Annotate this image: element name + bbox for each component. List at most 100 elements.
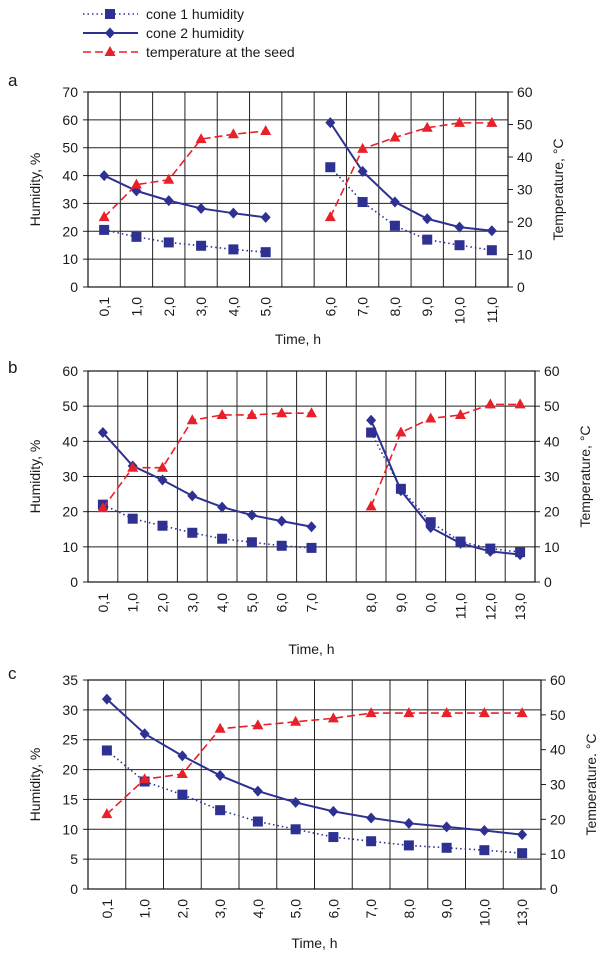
data-point-diamond xyxy=(260,211,271,223)
data-point-triangle xyxy=(455,408,466,419)
x-axis-tick-label: 8,0 xyxy=(363,593,379,613)
right-axis-tick-label: 50 xyxy=(517,117,533,133)
x-axis-tick-label: 3,0 xyxy=(193,297,209,317)
x-axis-tick-label: 13,0 xyxy=(514,899,530,926)
right-axis-tick-label: 30 xyxy=(517,182,533,198)
x-axis-tick-label: 13,0 xyxy=(512,593,528,620)
left-axis-tick-label: 50 xyxy=(62,140,78,156)
series-line xyxy=(102,503,312,549)
data-point-diamond xyxy=(101,693,112,705)
right-axis-title: Temperature, °C xyxy=(550,138,566,240)
right-axis-tick-label: 0 xyxy=(544,574,552,590)
data-point-triangle xyxy=(97,502,109,513)
right-axis-title: Temperature, °C xyxy=(577,425,593,527)
data-point-square xyxy=(157,520,168,531)
series-temperature-at-the-seed xyxy=(97,398,526,513)
right-axis-tick-label: 20 xyxy=(550,811,566,827)
x-axis-tick-label: 11,0 xyxy=(484,297,500,323)
data-point-triangle xyxy=(441,707,453,718)
data-point-square xyxy=(357,197,368,208)
legend-label: cone 1 humidity xyxy=(146,6,244,22)
data-point-triangle xyxy=(395,426,407,437)
x-axis-tick-label: 11,0 xyxy=(453,593,469,619)
left-axis-tick-label: 20 xyxy=(62,762,78,778)
data-point-triangle xyxy=(157,461,168,472)
data-point-square xyxy=(517,848,528,859)
x-axis-tick-label: 5,0 xyxy=(258,297,274,317)
data-point-triangle xyxy=(365,500,377,511)
left-axis-tick-label: 20 xyxy=(62,223,78,239)
data-point-square xyxy=(217,533,228,544)
legend-diamond-marker xyxy=(105,27,115,39)
left-axis-title: Humidity, % xyxy=(27,440,43,514)
data-point-diamond xyxy=(455,537,466,549)
series-temperature-at-the-seed xyxy=(101,707,528,819)
legend-item: temperature at the seed xyxy=(83,44,295,60)
data-point-square xyxy=(366,427,377,438)
series-line xyxy=(106,712,523,815)
data-point-triangle xyxy=(252,719,264,730)
x-axis-tick-label: 8,0 xyxy=(401,899,417,919)
right-axis-title: Temperature, °C xyxy=(583,733,596,835)
data-point-square xyxy=(479,845,490,856)
plot-frame xyxy=(87,679,542,890)
legend: cone 1 humidity cone 2 humidity temperatur… xyxy=(83,6,295,60)
x-axis-tick-label: 0,1 xyxy=(99,899,115,919)
data-point-triangle xyxy=(101,808,113,819)
right-axis-tick-label: 30 xyxy=(544,469,560,485)
data-point-diamond xyxy=(425,521,436,533)
x-axis-tick-label: 4,0 xyxy=(225,297,241,317)
data-point-square xyxy=(260,247,271,258)
x-axis-tick-label: 2,0 xyxy=(161,297,177,317)
left-axis-tick-label: 20 xyxy=(62,504,78,520)
data-point-triangle xyxy=(365,707,377,718)
data-point-diamond xyxy=(177,750,188,762)
panel-label: b xyxy=(8,358,17,377)
data-point-square xyxy=(127,513,138,524)
data-point-diamond xyxy=(163,195,174,207)
data-point-diamond xyxy=(290,796,301,808)
data-point-diamond xyxy=(517,829,528,841)
legend-item: cone 1 humidity xyxy=(83,6,244,22)
series-line xyxy=(103,130,266,218)
right-axis-tick-label: 60 xyxy=(544,363,560,379)
data-point-diamond xyxy=(366,414,377,426)
data-point-diamond xyxy=(97,427,108,439)
data-point-diamond xyxy=(485,545,496,557)
right-axis-tick-label: 60 xyxy=(550,672,566,688)
x-axis-tick-label: 9,0 xyxy=(393,593,409,613)
data-point-square xyxy=(252,816,263,827)
data-point-diamond xyxy=(515,549,526,561)
data-point-triangle xyxy=(484,398,496,409)
left-axis-tick-label: 50 xyxy=(62,398,78,414)
data-point-square xyxy=(177,789,188,800)
series-line xyxy=(106,749,523,854)
right-axis-tick-label: 50 xyxy=(550,707,566,723)
right-axis-tick-label: 30 xyxy=(550,777,566,793)
x-axis-tick-label: 10,0 xyxy=(476,899,492,926)
data-point-square xyxy=(389,220,400,231)
x-axis-tick-label: 1,0 xyxy=(125,593,141,613)
data-point-square xyxy=(441,842,452,853)
data-point-triangle xyxy=(130,178,142,189)
data-point-diamond xyxy=(157,474,168,486)
data-point-triangle xyxy=(327,712,339,723)
series-cone-2-humidity xyxy=(99,117,497,237)
data-point-diamond xyxy=(366,812,377,824)
series-line xyxy=(370,432,521,553)
left-axis-tick-label: 40 xyxy=(62,433,78,449)
x-axis-title: Time, h xyxy=(275,331,321,347)
series-line xyxy=(329,122,492,232)
series-line xyxy=(106,698,523,836)
data-point-square xyxy=(99,224,110,235)
left-axis-tick-label: 60 xyxy=(62,112,78,128)
left-axis-title: Humidity, % xyxy=(27,748,43,822)
data-point-diamond xyxy=(395,485,406,497)
x-axis-tick-label: 6,0 xyxy=(274,593,290,613)
data-point-triangle xyxy=(216,408,228,419)
left-axis-tick-label: 30 xyxy=(62,702,78,718)
x-axis-title: Time, h xyxy=(291,935,337,951)
data-point-square xyxy=(325,162,336,173)
data-point-square xyxy=(215,805,226,816)
x-axis-tick-label: 6,0 xyxy=(325,899,341,919)
